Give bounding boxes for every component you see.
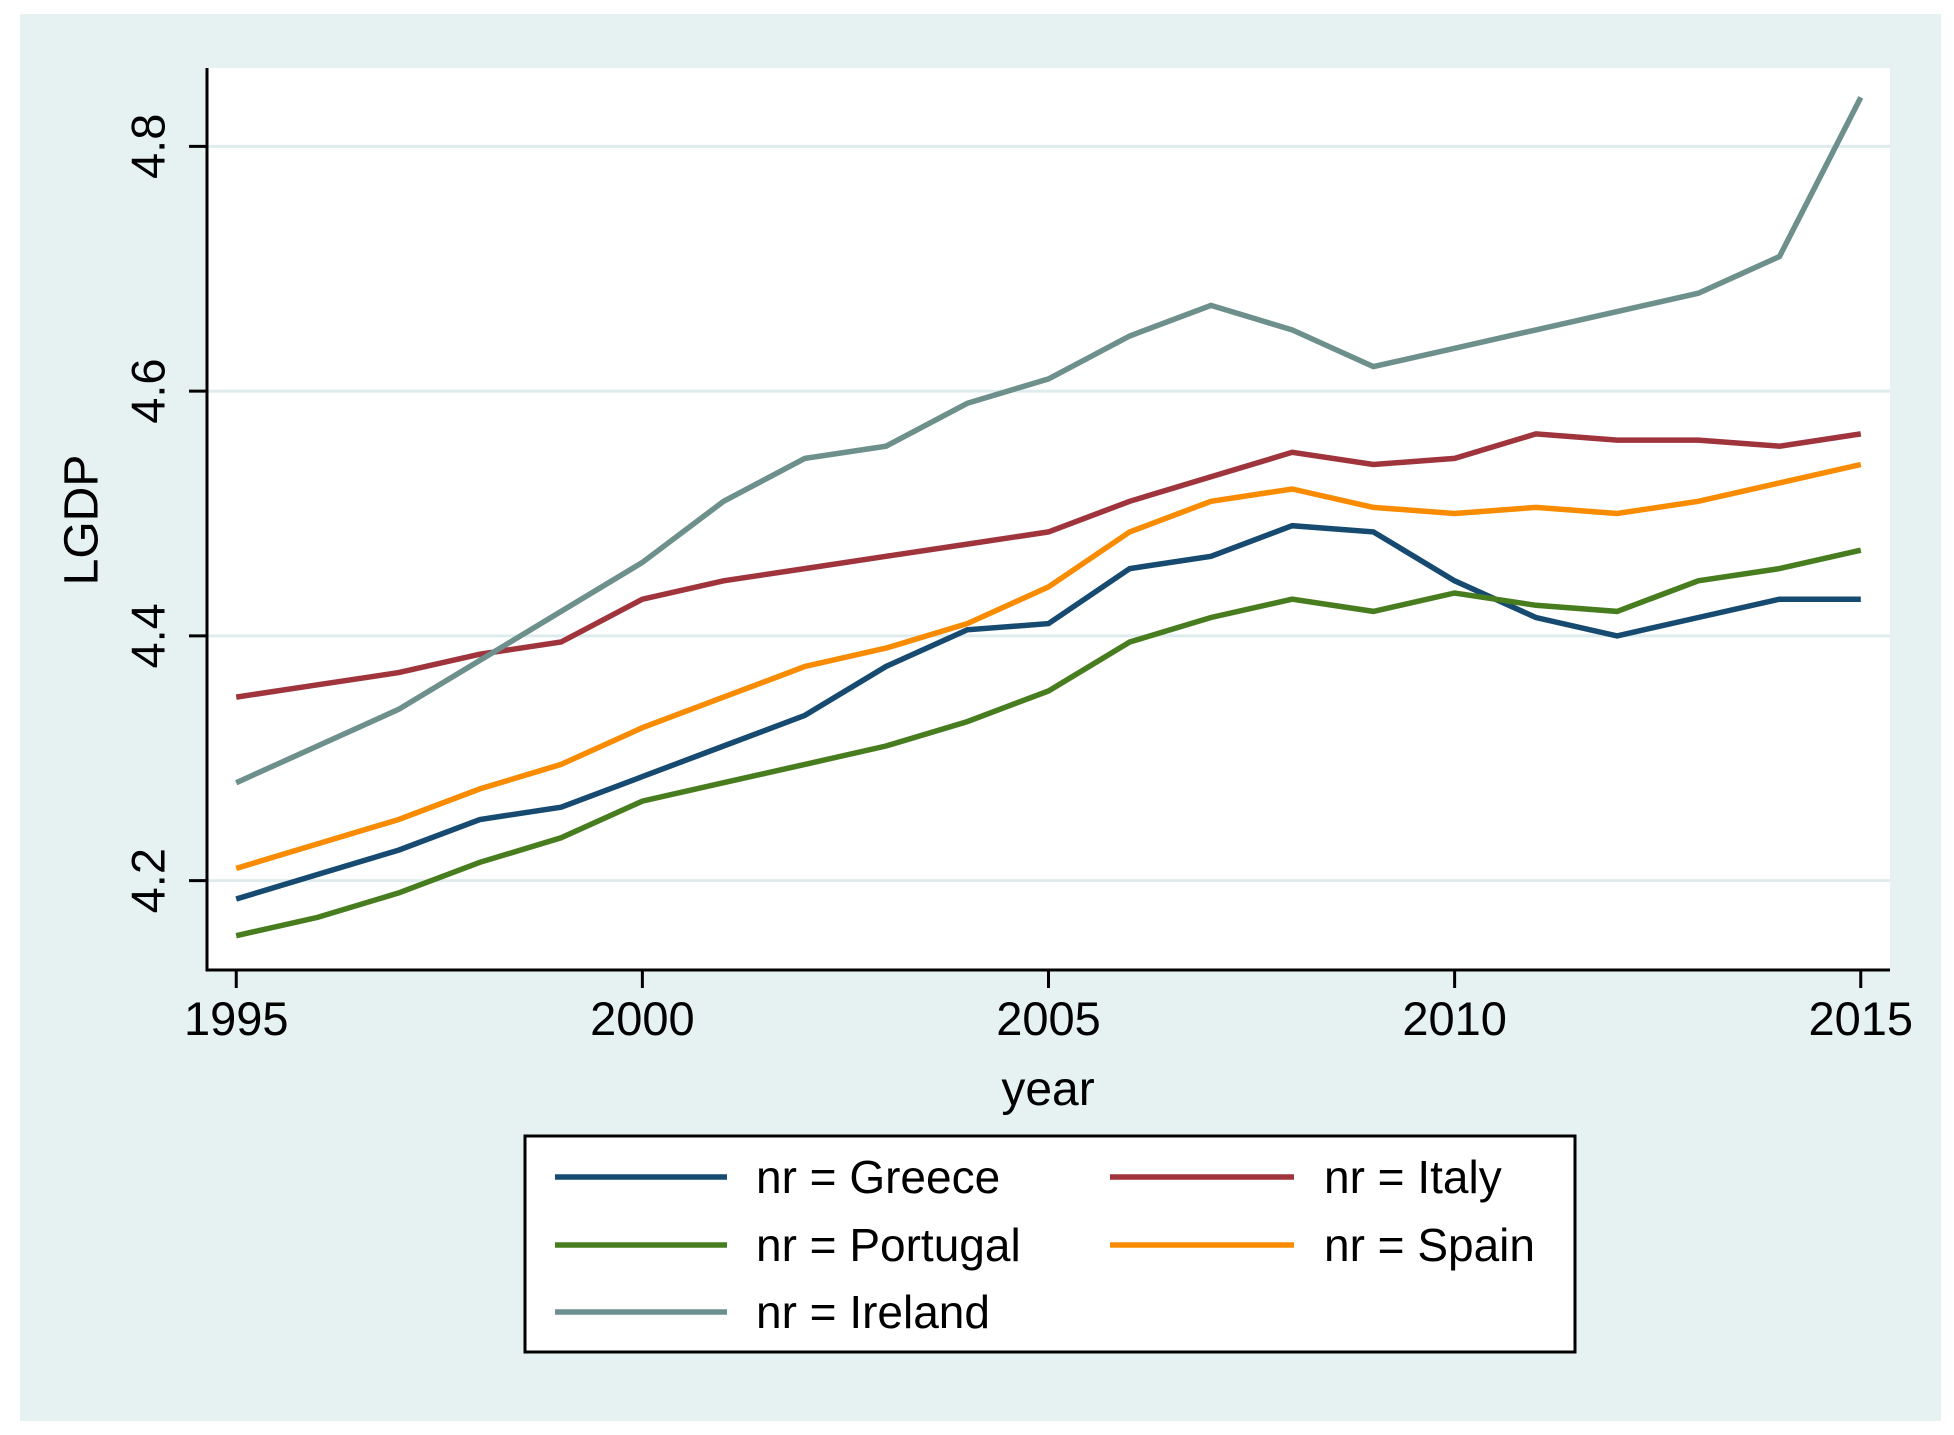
- legend: nr = Greece nr = Italy nr = Portugal nr …: [523, 1134, 1577, 1354]
- x-axis-ticks: 1995 2000 2005 2010 2015: [184, 970, 1913, 1045]
- line-ireland: [235, 96, 1864, 786]
- legend-item-portugal: nr = Portugal: [555, 1219, 1021, 1271]
- legend-label-portugal: nr = Portugal: [756, 1219, 1021, 1271]
- y-tick-label-4.2: 4.2: [122, 848, 175, 913]
- series-lines: [235, 96, 1864, 939]
- legend-item-italy: nr = Italy: [1110, 1151, 1502, 1203]
- x-tick-label-2000: 2000: [590, 992, 695, 1045]
- line-spain: [235, 461, 1862, 872]
- x-tick-label-2005: 2005: [996, 992, 1101, 1045]
- legend-label-italy: nr = Italy: [1324, 1151, 1502, 1203]
- legend-item-greece: nr = Greece: [555, 1151, 1000, 1203]
- line-greece: [235, 522, 1861, 902]
- y-tick-label-4.6: 4.6: [122, 358, 175, 423]
- x-axis-title: year: [1001, 1063, 1094, 1116]
- y-axis-title: LGDP: [56, 455, 109, 586]
- plot-area: [207, 68, 1890, 970]
- legend-label-greece: nr = Greece: [756, 1151, 1000, 1203]
- legend-item-ireland: nr = Ireland: [555, 1286, 990, 1338]
- line-italy: [235, 431, 1862, 700]
- x-tick-label-2010: 2010: [1402, 992, 1507, 1045]
- legend-label-ireland: nr = Ireland: [756, 1286, 990, 1338]
- legend-label-spain: nr = Spain: [1324, 1219, 1535, 1271]
- x-tick-label-1995: 1995: [184, 992, 289, 1045]
- y-tick-label-4.4: 4.4: [122, 603, 175, 668]
- y-axis-ticks: 4.2 4.4 4.6 4.8: [122, 114, 207, 913]
- line-portugal: [235, 547, 1862, 939]
- gridlines: [207, 144, 1890, 883]
- legend-item-spain: nr = Spain: [1110, 1219, 1535, 1271]
- y-tick-label-4.8: 4.8: [122, 114, 175, 179]
- x-tick-label-2015: 2015: [1808, 992, 1913, 1045]
